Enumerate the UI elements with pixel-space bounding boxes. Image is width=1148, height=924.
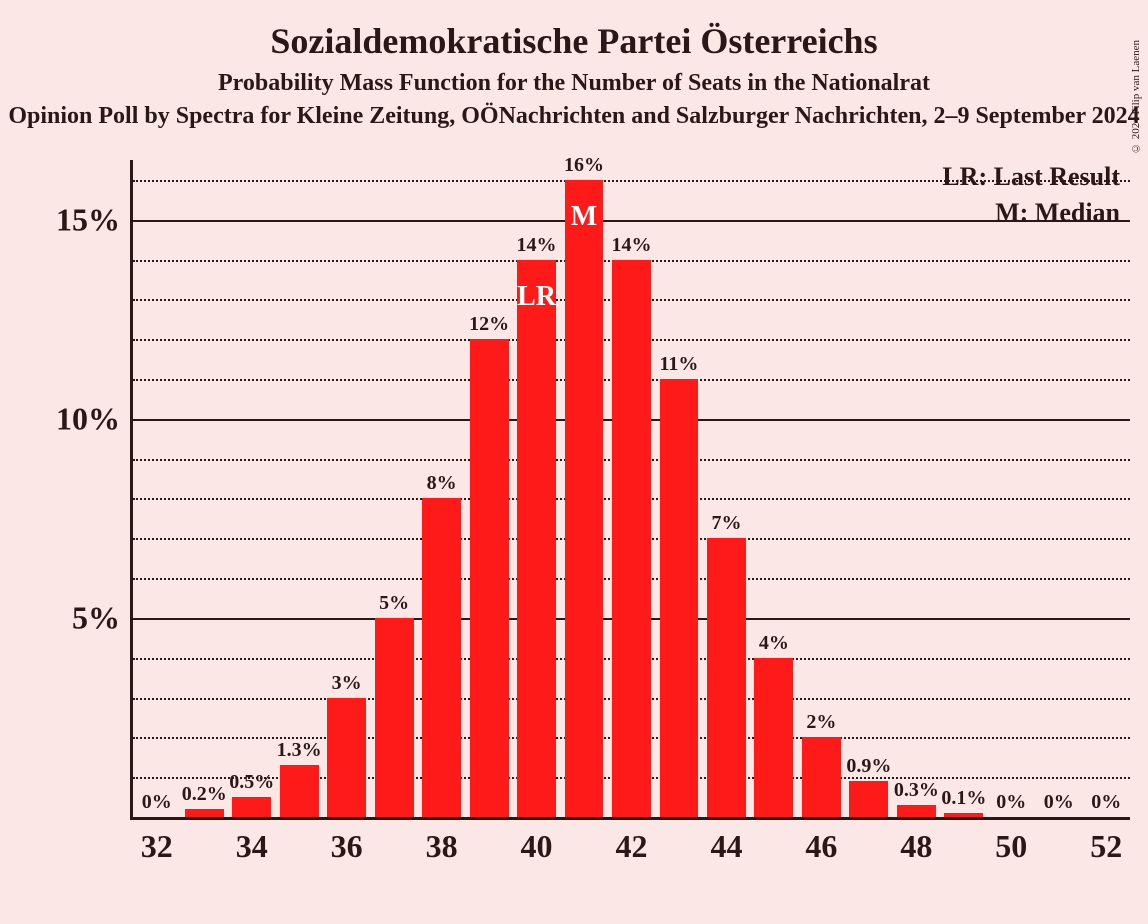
bar	[849, 781, 888, 817]
bar-value-label: 11%	[660, 353, 699, 376]
chart-poll-info: Opinion Poll by Spectra for Kleine Zeitu…	[0, 103, 1148, 130]
median-marker: M	[571, 201, 597, 233]
legend-last-result: LR: Last Result	[942, 162, 1120, 192]
x-axis-label: 48	[900, 828, 932, 865]
bar-value-label: 5%	[379, 592, 409, 615]
chart-subtitle: Probability Mass Function for the Number…	[0, 70, 1148, 97]
x-axis-label: 38	[426, 828, 458, 865]
bar-value-label: 0.1%	[941, 787, 986, 810]
bar-value-label: 3%	[332, 672, 362, 695]
bar-value-label: 14%	[612, 234, 652, 257]
copyright-text: © 2024 Filip van Laenen	[1130, 40, 1142, 154]
bar-value-label: 0%	[1091, 791, 1121, 814]
gridline-major	[133, 220, 1130, 222]
chart-title: Sozialdemokratische Partei Österreichs	[0, 0, 1148, 62]
bar-value-label: 4%	[759, 632, 789, 655]
gridline-minor	[133, 180, 1130, 182]
bar	[944, 813, 983, 817]
bar-value-label: 0%	[142, 791, 172, 814]
bar	[185, 809, 224, 817]
bar-value-label: 0.2%	[182, 783, 227, 806]
bar	[707, 538, 746, 817]
bar-value-label: 7%	[711, 512, 741, 535]
bar-value-label: 14%	[517, 234, 557, 257]
bar-value-label: 0.3%	[894, 779, 939, 802]
x-axis-label: 34	[236, 828, 268, 865]
bar-value-label: 0%	[1044, 791, 1074, 814]
x-axis-label: 50	[995, 828, 1027, 865]
last-result-marker: LR	[517, 281, 556, 313]
y-axis-label: 10%	[56, 400, 120, 437]
bar-value-label: 0.9%	[846, 755, 891, 778]
x-axis-label: 40	[521, 828, 553, 865]
bar	[232, 797, 271, 817]
y-axis-label: 5%	[72, 599, 120, 636]
bar	[660, 379, 699, 817]
x-axis-label: 44	[710, 828, 742, 865]
bar	[470, 339, 509, 817]
bar-value-label: 2%	[806, 711, 836, 734]
bar	[422, 498, 461, 817]
y-axis-label: 15%	[56, 201, 120, 238]
x-axis-label: 42	[616, 828, 648, 865]
bar-value-label: 8%	[427, 472, 457, 495]
bar-value-label: 16%	[564, 154, 604, 177]
bar	[897, 805, 936, 817]
bar-value-label: 0.5%	[229, 771, 274, 794]
x-axis-label: 36	[331, 828, 363, 865]
bar	[612, 260, 651, 817]
bar	[280, 765, 319, 817]
legend-median: M: Median	[995, 198, 1120, 228]
bar	[754, 658, 793, 817]
x-axis-label: 32	[141, 828, 173, 865]
x-axis-label: 52	[1090, 828, 1122, 865]
bar-value-label: 0%	[996, 791, 1026, 814]
bar	[517, 260, 556, 817]
chart-plot-area: LR: Last Result M: Median 0% 0.2%0.5%1.3%…	[130, 160, 1130, 820]
bar-value-label: 12%	[469, 313, 509, 336]
bar	[375, 618, 414, 817]
x-axis-label: 46	[805, 828, 837, 865]
x-axis	[130, 817, 1130, 820]
bar-value-label: 1.3%	[277, 739, 322, 762]
bar	[802, 737, 841, 817]
bar	[565, 180, 604, 817]
bar	[327, 698, 366, 817]
